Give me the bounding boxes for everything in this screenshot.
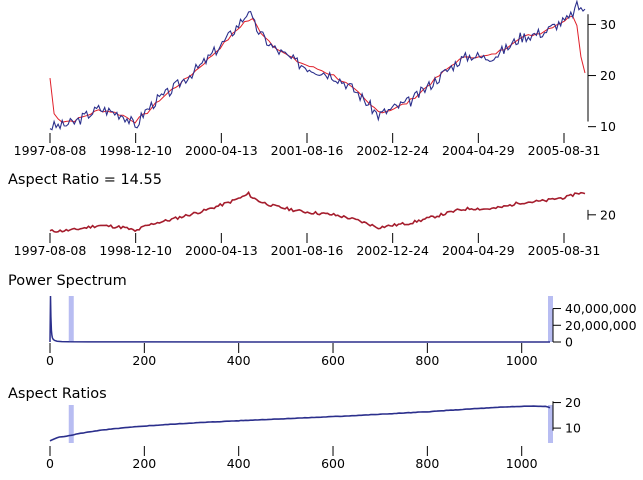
price-y-tick-label-2: 30: [600, 17, 616, 32]
ratios-x-tick-label-3: 600: [321, 456, 345, 471]
ratios-x-tick-label-5: 1000: [506, 456, 538, 471]
banked-x-tick-label-0: 1997-08-08: [14, 243, 87, 258]
price-x-tick-label-5: 2004-04-29: [442, 143, 515, 158]
price-x-tick-label-1: 1998-12-10: [99, 143, 172, 158]
banked-x-tick-label-2: 2000-04-13: [185, 243, 258, 258]
banked-line: [49, 190, 586, 233]
price-smoothed-line: [49, 15, 586, 124]
spectrum-line: [49, 295, 550, 343]
panel-spectrum: Power Spectrum 0 20,000,000 40,000,000 0 200 4…: [8, 273, 637, 368]
spectrum-y-tick-label-1: 20,000,000: [565, 318, 637, 333]
price-x-tick-label-2: 2000-04-13: [185, 143, 258, 158]
spectrum-title: Power Spectrum: [8, 273, 127, 289]
ratios-highlight-band-1: [548, 405, 553, 443]
price-x-tick-label-6: 2005-08-31: [528, 143, 601, 158]
spectrum-x-tick-label-3: 600: [321, 353, 345, 368]
price-line: [49, 0, 586, 131]
ratios-y-tick-label-1: 20: [565, 395, 581, 410]
price-x-tick-label-0: 1997-08-08: [14, 143, 87, 158]
banked-y-tick-label-0: 20: [600, 207, 616, 222]
banked-x-tick-label-3: 2001-08-16: [271, 243, 344, 258]
banked-x-tick-label-6: 2005-08-31: [528, 243, 601, 258]
spectrum-y-tick-label-2: 40,000,000: [565, 301, 637, 316]
price-x-tick-label-3: 2001-08-16: [271, 143, 344, 158]
banked-x-tick-label-5: 2004-04-29: [442, 243, 515, 258]
ratios-x-tick-label-4: 800: [415, 456, 439, 471]
ratios-x-tick-label-2: 400: [227, 456, 251, 471]
spectrum-x-tick-label-4: 800: [415, 353, 439, 368]
ratios-x-tick-label-0: 0: [46, 456, 54, 471]
spectrum-highlight-band-1: [548, 296, 553, 342]
banked-title: Aspect Ratio = 14.55: [8, 172, 162, 188]
banked-x-tick-label-4: 2002-12-24: [356, 243, 429, 258]
price-y-tick-label-0: 10: [600, 119, 616, 134]
banked-x-tick-label-1: 1998-12-10: [99, 243, 172, 258]
panel-price: 10 20 30 1997-08-08 1998-12-10 2000-04-13 2001…: [14, 0, 616, 158]
spectrum-y-tick-label-0: 0: [565, 335, 573, 350]
ratios-y-tick-label-0: 10: [565, 421, 581, 436]
ratios-line: [49, 405, 551, 442]
spectrum-highlight-band-0: [68, 296, 74, 342]
price-x-tick-label-4: 2002-12-24: [356, 143, 429, 158]
price-y-tick-label-1: 20: [600, 68, 616, 83]
spectrum-x-tick-label-5: 1000: [506, 353, 538, 368]
spectrum-x-tick-label-2: 400: [227, 353, 251, 368]
ratios-x-tick-label-1: 200: [132, 456, 156, 471]
ratios-title: Aspect Ratios: [8, 386, 107, 402]
panel-banked: Aspect Ratio = 14.55 20 1997-08-08 1998-12-…: [8, 172, 616, 258]
spectrum-x-tick-label-1: 200: [132, 353, 156, 368]
spectrum-x-tick-label-0: 0: [46, 353, 54, 368]
ratios-highlight-band-0: [68, 405, 74, 443]
